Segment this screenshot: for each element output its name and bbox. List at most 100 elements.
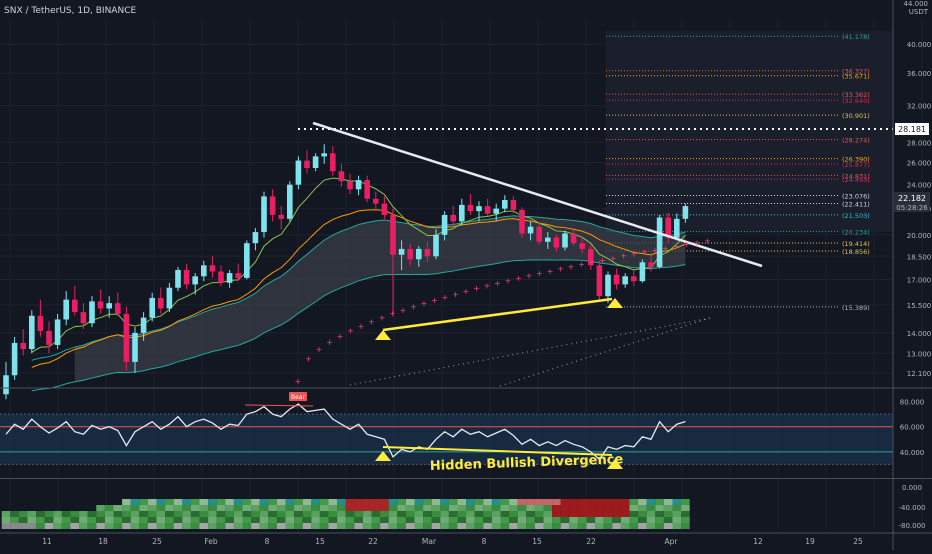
histogram-cell bbox=[328, 517, 338, 523]
price-tick: 26.000 bbox=[907, 160, 932, 168]
histogram-cell bbox=[466, 517, 475, 523]
histogram-cell bbox=[526, 511, 535, 517]
histogram-cell bbox=[156, 499, 166, 505]
histogram-cell bbox=[1, 517, 11, 523]
histogram-cell bbox=[113, 505, 123, 511]
candle-body bbox=[536, 226, 542, 242]
histogram-cell bbox=[448, 511, 458, 517]
histogram-cell bbox=[36, 511, 45, 517]
time-tick: Feb bbox=[204, 537, 218, 546]
time-tick: 11 bbox=[42, 537, 52, 546]
price-tick: 24.000 bbox=[907, 182, 932, 190]
fib-zone: (41.178) (36.327)(35.671) (33.362)(32.640)… bbox=[606, 30, 893, 312]
histogram-cell bbox=[182, 517, 191, 523]
histogram-cell bbox=[319, 523, 329, 529]
histogram-cell bbox=[70, 511, 80, 517]
histogram-cell bbox=[681, 505, 690, 511]
histogram-cell bbox=[483, 523, 492, 529]
time-tick: 22 bbox=[586, 537, 596, 546]
histogram-cell bbox=[595, 517, 604, 523]
histogram-cell bbox=[457, 517, 467, 523]
candle-body bbox=[622, 276, 628, 285]
histogram-cell bbox=[285, 511, 295, 517]
support-dot: + bbox=[368, 317, 375, 326]
candle-body bbox=[656, 217, 663, 267]
candle-body bbox=[330, 153, 336, 172]
histogram-cell bbox=[638, 505, 647, 511]
price-tick: 40.000 bbox=[907, 41, 932, 49]
support-dot: + bbox=[473, 284, 480, 293]
candle-body bbox=[54, 319, 61, 345]
time-tick: 25 bbox=[853, 537, 863, 546]
histogram-cell bbox=[397, 517, 406, 523]
histogram-cell bbox=[474, 505, 484, 511]
histogram-cell bbox=[53, 511, 62, 517]
candle-body bbox=[639, 262, 646, 282]
histogram-cell bbox=[130, 511, 140, 517]
candle-body bbox=[269, 196, 276, 215]
fib-level-label: (26.390) bbox=[842, 156, 870, 164]
histogram-cell bbox=[655, 505, 664, 511]
fib-level-label: (24.831) bbox=[842, 172, 870, 180]
candle-body bbox=[201, 265, 207, 277]
candle-body bbox=[295, 160, 302, 185]
line-price-label: 28.181 bbox=[898, 125, 926, 134]
histogram-cell bbox=[388, 499, 398, 505]
histogram-cell bbox=[491, 499, 501, 505]
candle-body bbox=[433, 234, 439, 257]
histogram-cell bbox=[216, 517, 226, 523]
rsi-tick: 40.000 bbox=[900, 449, 925, 457]
histogram-cell bbox=[448, 517, 458, 523]
histogram-cell bbox=[1, 511, 11, 517]
histogram-cell bbox=[517, 505, 527, 511]
histogram-cell bbox=[483, 499, 492, 505]
histogram-cell bbox=[173, 517, 183, 523]
histogram-cell bbox=[586, 517, 596, 523]
histogram-cell bbox=[509, 523, 518, 529]
candle-body bbox=[80, 312, 87, 324]
support-dot: + bbox=[421, 299, 428, 308]
histogram-cell bbox=[225, 523, 234, 529]
candle-body bbox=[158, 297, 164, 309]
histogram-cell bbox=[663, 523, 673, 529]
fib-level-label: (35.671) bbox=[842, 73, 870, 81]
histogram-cell bbox=[672, 523, 682, 529]
time-tick: 12 bbox=[753, 537, 763, 546]
histogram-cell bbox=[27, 511, 37, 517]
histogram-cell bbox=[681, 517, 690, 523]
rsi-divergence-line bbox=[382, 446, 613, 456]
histogram-cell bbox=[70, 517, 80, 523]
histogram-cell bbox=[380, 511, 389, 517]
histogram-cell bbox=[371, 511, 381, 517]
histogram-cell bbox=[569, 511, 578, 517]
histogram-cell bbox=[362, 511, 372, 517]
histogram-cell bbox=[414, 505, 424, 511]
histogram-cell bbox=[27, 517, 37, 523]
candle-body bbox=[355, 180, 362, 190]
histogram-cell bbox=[139, 499, 148, 505]
histogram-cell bbox=[371, 505, 381, 511]
candle-body bbox=[407, 248, 413, 260]
histogram-cell bbox=[646, 499, 656, 505]
histogram-cell bbox=[586, 523, 596, 529]
histogram-cell bbox=[225, 499, 234, 505]
bear-tag: Bear bbox=[289, 392, 307, 401]
histogram-cell bbox=[122, 517, 131, 523]
histogram-cell bbox=[259, 523, 269, 529]
histogram-cell bbox=[79, 511, 88, 517]
histogram-cell bbox=[440, 511, 449, 517]
support-dot: + bbox=[484, 282, 491, 291]
histogram-cell bbox=[500, 505, 510, 511]
rsi-divergence-marker bbox=[607, 459, 623, 469]
rsi-tick: 80.000 bbox=[900, 399, 925, 407]
histogram-cell bbox=[371, 517, 381, 523]
histogram-cell bbox=[577, 523, 587, 529]
fib-level-label: (32.640) bbox=[842, 97, 870, 105]
histogram-cell bbox=[569, 499, 578, 505]
histogram-cell bbox=[10, 523, 19, 529]
histogram-cell bbox=[1, 523, 11, 529]
histogram-cell bbox=[208, 517, 217, 523]
histogram-cell bbox=[302, 505, 312, 511]
